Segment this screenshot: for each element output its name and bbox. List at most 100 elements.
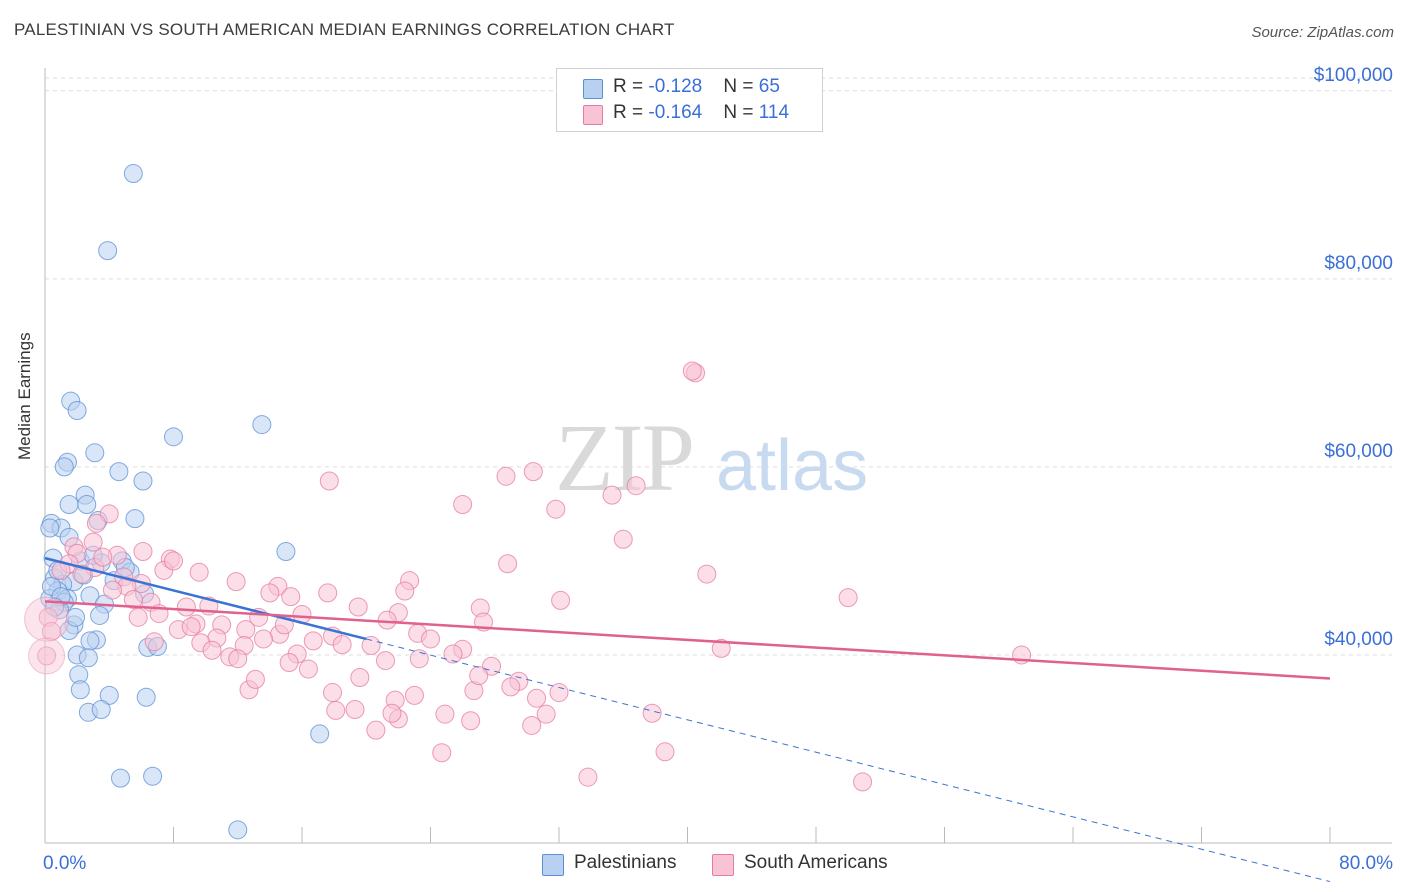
palestinians-point (123, 164, 143, 184)
axis-layer (44, 68, 1392, 844)
legend-r-value: -0.128 (648, 76, 703, 97)
south-americans-point (642, 703, 662, 723)
south-americans-point (123, 589, 143, 609)
y-tick-label: $60,000 (1324, 441, 1393, 462)
palestinians-swatch (583, 79, 603, 99)
palestinians-point (252, 415, 272, 435)
south-americans-point (345, 699, 365, 719)
south-americans-point (366, 720, 386, 740)
south-americans-point (99, 504, 119, 524)
palestinians-point (143, 766, 163, 786)
palestinians-point (110, 768, 130, 788)
watermark-zip: ZIP (555, 404, 693, 511)
south-americans-point (332, 635, 352, 655)
palestinians-point (109, 462, 129, 482)
south-americans-point (655, 742, 675, 762)
south-americans-legend-label: South Americans (744, 852, 888, 873)
south-americans-point (37, 646, 57, 666)
y-axis-label: Median Earnings (15, 332, 34, 460)
palestinians-point (40, 518, 60, 538)
x-tick-label: 80.0% (1339, 853, 1393, 874)
south-americans-point (102, 580, 122, 600)
legend-n-value: 114 (758, 102, 790, 123)
south-americans-point (41, 621, 61, 641)
palestinians-point (98, 241, 118, 261)
chart-title: PALESTINIAN VS SOUTH AMERICAN MEDIAN EAR… (14, 20, 675, 39)
south-americans-point (382, 703, 402, 723)
y-tick-label: $40,000 (1324, 629, 1393, 650)
legend-r-label: R = (613, 76, 649, 97)
south-americans-legend-swatch (712, 854, 734, 876)
watermark-atlas: atlas (716, 426, 868, 506)
palestinians-point (133, 471, 153, 491)
correlation-legend: R = -0.128 N = 65 R = -0.164 N = 114 (556, 68, 823, 132)
south-americans-point (496, 466, 516, 486)
south-americans-point (361, 636, 381, 656)
south-americans-point (128, 607, 148, 627)
south-americans-point (546, 499, 566, 519)
palestinians-point (85, 443, 105, 463)
south-americans-point (253, 629, 273, 649)
south-americans-point (93, 547, 113, 567)
palestinians-point (90, 605, 110, 625)
south-americans-point (536, 704, 556, 724)
y-tick-label: $80,000 (1324, 253, 1393, 274)
palestinians-point (136, 687, 156, 707)
south-americans-point (24, 596, 70, 642)
south-americans-point (682, 361, 702, 381)
south-americans-point (549, 683, 569, 703)
south-americans-point (838, 588, 858, 608)
south-americans-point (498, 554, 518, 574)
south-americans-point (350, 668, 370, 688)
palestinians-trend-line (44, 556, 367, 641)
south-americans-point (711, 638, 731, 658)
palestinians-point (78, 648, 98, 668)
palestinians-point (54, 457, 74, 477)
palestinians-point (99, 685, 119, 705)
palestinians-point (125, 509, 145, 529)
south-americans-point (453, 495, 473, 515)
south-americans-point (176, 597, 196, 617)
y-tick-label: $100,000 (1314, 65, 1393, 86)
south-americans-point (432, 743, 452, 763)
palestinians-trend-extension (366, 638, 1331, 883)
south-americans-point (245, 669, 265, 689)
south-americans-point (377, 610, 397, 630)
south-americans-point (602, 485, 622, 505)
south-americans-point (626, 476, 646, 496)
south-americans-point (461, 711, 481, 731)
palestinians-point (276, 542, 296, 562)
south-americans-point (395, 581, 415, 601)
palestinians-point (67, 400, 87, 420)
south-americans-point (228, 649, 248, 669)
south-americans-point (697, 564, 717, 584)
south-americans-point (164, 551, 183, 571)
south-americans-point (303, 631, 323, 651)
palestinians-point (70, 680, 90, 700)
legend-n-value: 65 (758, 76, 780, 97)
south-americans-point (83, 532, 103, 552)
source-credit: Source: ZipAtlas.com (1251, 24, 1394, 41)
south-americans-point (279, 652, 299, 672)
south-americans-point (404, 685, 424, 705)
south-americans-point (318, 583, 338, 603)
palestinians-point (77, 495, 97, 515)
south-americans-point (409, 649, 429, 669)
south-americans-point (482, 656, 502, 676)
legend-r-value: -0.164 (648, 102, 703, 123)
south-americans-point (298, 659, 318, 679)
south-americans-point (319, 471, 339, 491)
palestinians-point (310, 724, 330, 744)
south-americans-point (86, 513, 106, 533)
palestinians-point (91, 699, 111, 719)
palestinians-point (80, 631, 100, 651)
watermark-layer: ZIP atlas (555, 404, 868, 511)
palestinians-point (66, 607, 86, 627)
south-americans-point (469, 666, 489, 686)
palestinians-legend-swatch (542, 854, 564, 876)
palestinians-point (59, 495, 79, 515)
south-americans-point (348, 597, 368, 617)
legend-n-label: N = (723, 76, 759, 97)
x-tick-label: 0.0% (43, 853, 86, 874)
palestinians-legend-label: Palestinians (574, 852, 677, 873)
